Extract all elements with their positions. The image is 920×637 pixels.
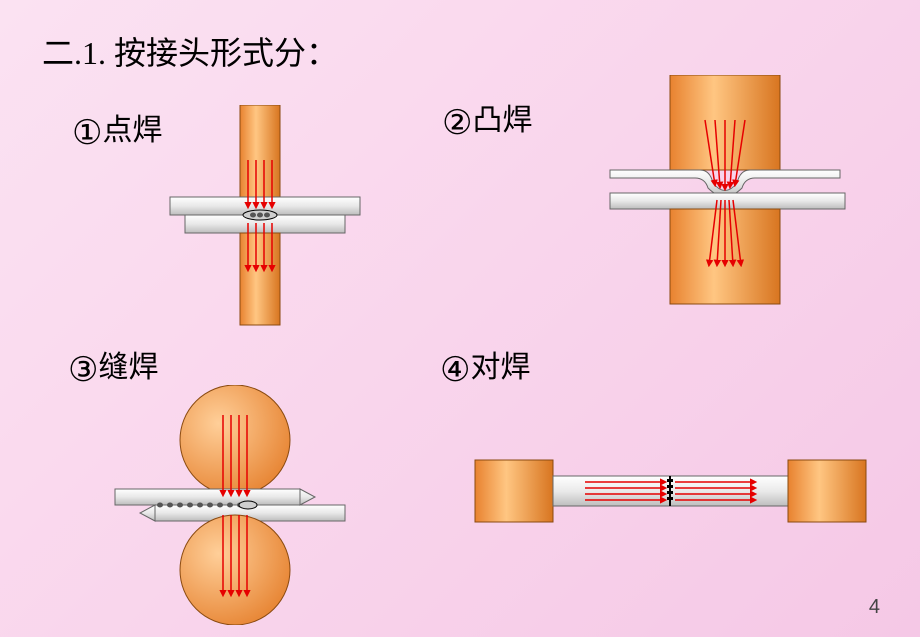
section-title: 二.1. 按接头形式分： (42, 28, 338, 74)
diagram-butt-weld (470, 440, 870, 550)
item-label-3: 缝焊 (98, 351, 158, 384)
item-label-1: 点焊 (102, 114, 162, 147)
item-spot-weld: ①点焊 (72, 105, 162, 153)
item-number-3: ③ (68, 350, 98, 390)
diagram-seam-weld (100, 385, 360, 625)
diagram-spot-weld (160, 105, 370, 335)
item-label-4: 对焊 (470, 351, 530, 384)
diagram-projection-weld (605, 75, 855, 315)
item-number-1: ① (72, 113, 102, 153)
item-butt-weld: ④对焊 (440, 342, 530, 390)
item-projection-weld: ②凸焊 (442, 95, 532, 143)
item-seam-weld: ③缝焊 (68, 342, 158, 390)
item-number-2: ② (442, 103, 472, 143)
item-number-4: ④ (440, 350, 470, 390)
page-number: 4 (869, 596, 880, 619)
item-label-2: 凸焊 (472, 104, 532, 137)
